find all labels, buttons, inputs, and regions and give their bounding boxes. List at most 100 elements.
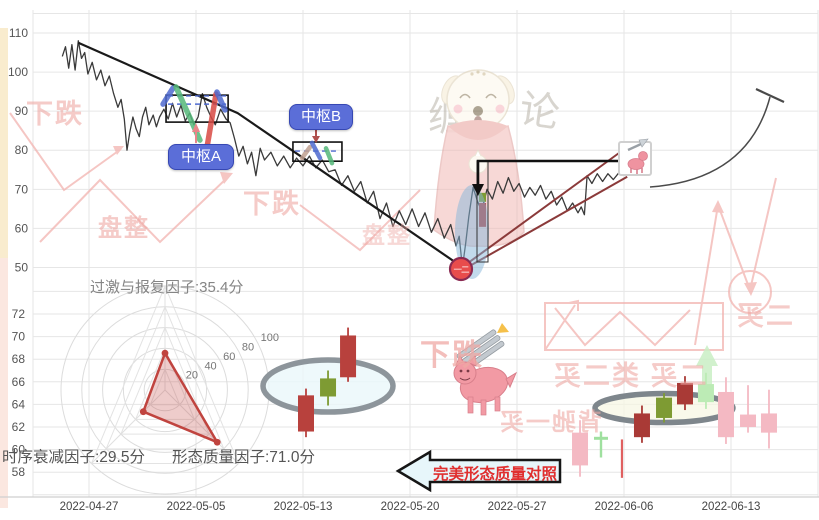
watermark-zigzag	[554, 307, 691, 347]
mascot-cheek	[453, 104, 463, 114]
pen-stroke	[299, 144, 313, 161]
y-tick-label: 90	[15, 104, 29, 118]
candle-body	[697, 384, 714, 403]
y-tick-label: 110	[9, 26, 28, 40]
gun-barrel	[456, 329, 497, 360]
dog-eye	[466, 369, 470, 373]
y-tick-label: 72	[12, 307, 26, 321]
radar-spoke	[91, 389, 166, 464]
mascot-prayer	[474, 148, 482, 157]
factor-overreact-text: 过激与报复因子:35.4分	[90, 279, 244, 296]
watermark-circle	[728, 270, 772, 314]
factor-quality-text: 形态质量因子:71.0分	[172, 449, 315, 466]
pen-stroke	[309, 140, 323, 161]
x-tick-label: 2022-06-06	[595, 501, 654, 513]
target-dog-head	[638, 151, 648, 161]
x-tick-label: 2022-05-05	[167, 501, 226, 513]
y-tick-label: 100	[8, 65, 28, 79]
y-tick-label: 62	[12, 420, 26, 434]
buy-point-badge	[448, 256, 474, 282]
trend-line	[465, 175, 628, 270]
target-dog-body	[627, 158, 645, 170]
radar-vertex-dot	[139, 408, 147, 416]
gun-dog-mascot	[453, 323, 518, 416]
y-tick-label: 70	[15, 182, 29, 196]
target-dog-flag	[638, 138, 649, 148]
factor-decay-text: 时序衰减因子:29.5分	[2, 449, 145, 466]
watermark-arrowhead	[712, 200, 724, 213]
x-tick-label: 2022-05-27	[488, 501, 547, 513]
y-tick-label: 60	[12, 443, 26, 457]
mascot-cheek	[495, 104, 505, 114]
highlight-ellipse-low	[455, 185, 489, 279]
dog-eye	[459, 369, 463, 373]
trend-line	[77, 41, 464, 269]
watermark-arrow	[544, 299, 579, 351]
radar-web	[105, 305, 225, 450]
watermark-arrowhead	[220, 172, 233, 184]
radar-ring-label: 60	[223, 351, 235, 363]
radar-vertex-dot	[161, 349, 169, 357]
pivot-b-arrowhead	[312, 136, 320, 143]
radar-vertex-dot	[213, 438, 221, 446]
candle-body	[676, 382, 693, 405]
x-tick-label: 2022-06-13	[702, 501, 761, 513]
watermark-zigzags	[9, 112, 777, 351]
watermark-zigzag	[9, 112, 122, 192]
y-tick-label: 64	[12, 397, 26, 411]
grid-lines	[0, 10, 819, 498]
mascot-spot	[470, 72, 474, 76]
pivot-box	[292, 141, 343, 162]
watermark-arrowhead	[113, 146, 124, 155]
price-chart-layer	[61, 40, 628, 270]
radar-web	[149, 367, 181, 406]
dog-leg	[494, 396, 501, 412]
watermark-zigzag	[299, 189, 421, 252]
dog-tail	[505, 371, 518, 389]
y-tick-label: 68	[12, 352, 26, 366]
banner-label: 完美形态质量对照	[432, 466, 557, 483]
y-tick-label: 80	[15, 143, 29, 157]
mascot-spot	[476, 70, 480, 74]
candle-body	[740, 414, 757, 427]
edge-strip-pink	[0, 258, 8, 508]
muzzle-flash	[497, 323, 509, 333]
pivot-a-arrowhead	[192, 123, 200, 132]
y-tick-label: 60	[15, 221, 29, 235]
price-line	[61, 40, 621, 269]
pen-stroke	[214, 89, 228, 113]
candle-body	[320, 378, 337, 397]
mascot-shawl	[448, 120, 508, 140]
candle-body	[633, 413, 650, 438]
annotations: 一二	[192, 88, 785, 493]
mascot-nose	[473, 106, 483, 116]
watermark-zigzag	[39, 176, 229, 244]
buy-point-badge-label: 一二	[453, 265, 470, 275]
pen-stroke	[323, 146, 335, 166]
pen-stroke	[160, 85, 176, 107]
banner-arrow-shape	[395, 449, 562, 493]
mascot-char-right: 论	[517, 87, 563, 136]
dog-mouth	[459, 377, 471, 381]
radar-ring-label: 40	[204, 360, 216, 372]
dog-mascot-watermark: 缠 论	[428, 69, 563, 247]
x-tick-label: 2022-05-20	[381, 501, 440, 513]
y-tick-label: 66	[12, 375, 26, 389]
watermark-rect	[544, 302, 724, 351]
mascot-spot	[482, 72, 486, 76]
radar-ring-label: 80	[242, 342, 254, 354]
axis-labels: 110 100 90 80 70 60 50 72 70 68 66 64 62 60 58 2022-04-…	[8, 26, 760, 513]
mascot-eyes	[459, 93, 497, 99]
dog-leg	[467, 396, 474, 414]
y-tick-label: 58	[12, 465, 26, 479]
dog-leg	[480, 399, 487, 416]
dog-head	[453, 361, 477, 385]
radar-polygon	[142, 351, 219, 444]
y-tick-label: 70	[12, 330, 26, 344]
candle-body	[656, 397, 673, 418]
watermark-arrowhead	[744, 282, 757, 296]
projection-curve-cap	[755, 88, 785, 103]
watermark-zigzag	[694, 177, 777, 346]
radar-spoke	[164, 389, 239, 464]
